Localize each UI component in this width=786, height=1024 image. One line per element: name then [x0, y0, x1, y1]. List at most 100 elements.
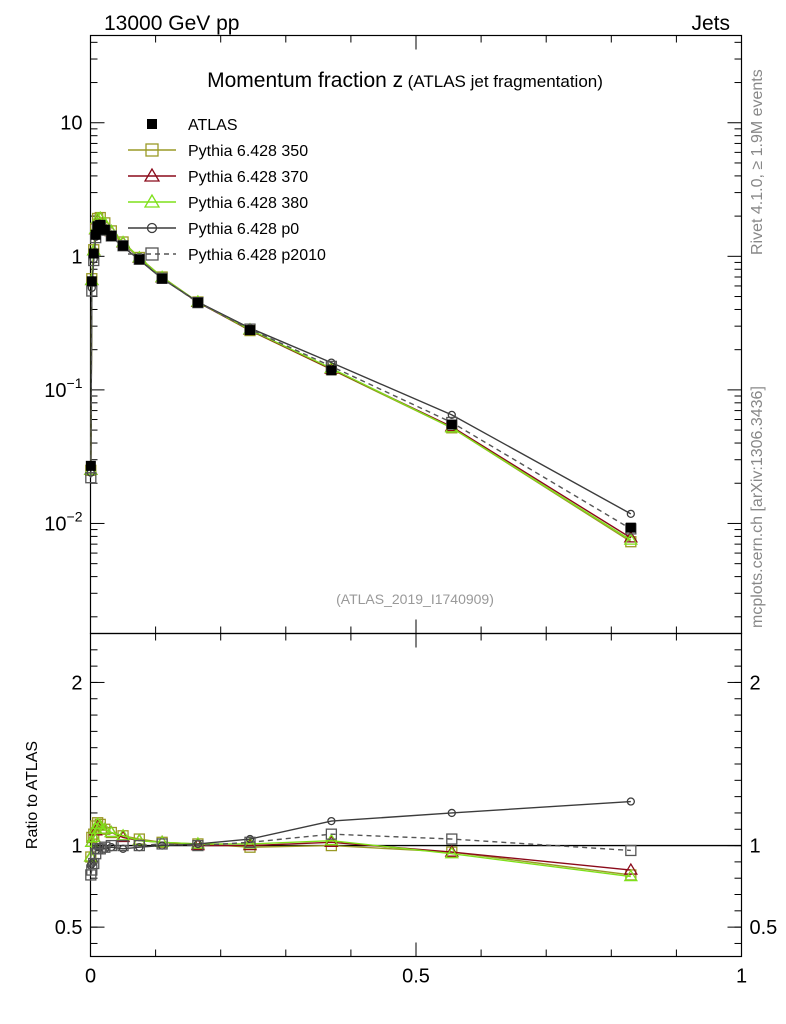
data-point [145, 247, 159, 261]
chart-title-main: Momentum fraction z [207, 69, 403, 92]
data-point [154, 835, 170, 847]
y-tick-label: 10−1 [44, 375, 82, 402]
data-point [104, 825, 119, 838]
data-point [86, 276, 97, 287]
data-point [86, 830, 101, 843]
ratio-tick-label: 0.5 [55, 917, 83, 939]
chart-title: Momentum fraction z (ATLAS jet fragmenta… [207, 69, 603, 92]
data-point [444, 844, 459, 857]
source-reference-label: mcplots.cern.ch [arXiv:1306.3436] [749, 386, 766, 628]
data-point [626, 797, 635, 806]
ratio-tick-label: 2 [71, 672, 82, 694]
y-tick-label: 10−2 [44, 508, 82, 535]
y-tick-label: 1 [71, 246, 82, 268]
data-point [447, 410, 456, 420]
data-point [133, 839, 145, 852]
ratio-pythia-6-428-350 [85, 817, 637, 881]
legend-label: Pythia 6.428 p2010 [188, 247, 326, 264]
data-point [192, 839, 204, 852]
x-tick-label: 1 [736, 966, 747, 988]
data-point [90, 229, 101, 240]
series-group [83, 210, 638, 548]
data-point [143, 167, 161, 182]
series-line [90, 224, 632, 515]
legend: ATLAS Pythia 6.428 350 Pythia 6.428 370 Pyt… [128, 117, 326, 264]
data-point [327, 816, 336, 826]
data-point [625, 522, 636, 533]
data-point [106, 230, 117, 241]
data-point [85, 460, 96, 471]
data-point [86, 864, 98, 876]
data-point [446, 419, 457, 430]
data-point [623, 869, 638, 882]
legend-label: Pythia 6.428 380 [188, 195, 308, 212]
data-point [244, 325, 255, 336]
data-point [623, 862, 638, 875]
axis-ticks: 0 0.5 1 10 1 10−1 10−2 2 2 1 1 0.5 0.5 [44, 35, 778, 988]
data-point [118, 240, 129, 251]
data-point [97, 821, 112, 834]
ratio-line [90, 800, 631, 866]
data-point [134, 254, 145, 265]
x-tick-label: 0.5 [402, 966, 430, 988]
ratio-line [90, 823, 631, 878]
data-point [325, 828, 338, 840]
data-point [90, 817, 105, 830]
data-point [156, 838, 168, 850]
ratio-tick-label-right: 0.5 [750, 917, 778, 939]
data-point [625, 844, 637, 857]
data-point [157, 273, 168, 284]
data-point [444, 846, 459, 859]
data-point [147, 119, 157, 129]
legend-label: Pythia 6.428 370 [188, 169, 308, 186]
process-label: 13000 GeV pp [104, 12, 239, 35]
ratio-series-group [83, 797, 638, 882]
legend-item-pythia-6-428-370: Pythia 6.428 370 [128, 167, 308, 186]
legend-item-atlas: ATLAS [147, 117, 238, 134]
data-point [99, 224, 110, 235]
series-line [90, 217, 632, 541]
data-point [118, 844, 128, 853]
data-point [626, 509, 635, 519]
legend-label: ATLAS [188, 117, 238, 134]
data-point [88, 248, 99, 259]
data-point [105, 839, 117, 852]
legend-item-pythia-6-428-350: Pythia 6.428 350 [128, 143, 308, 160]
data-point [143, 193, 161, 208]
category-label: Jets [691, 12, 730, 35]
data-point [99, 841, 111, 853]
legend-item-pythia-6-428-p0: Pythia 6.428 p0 [128, 221, 299, 238]
ratio-plot-frame [89, 632, 743, 958]
data-point [145, 143, 159, 157]
legend-item-pythia-6-428-p2010: Pythia 6.428 p2010 [128, 247, 326, 264]
rivet-version-label: Rivet 4.1.0, ≥ 1.9M events [749, 69, 766, 255]
chart-title-sub: (ATLAS jet fragmentation) [408, 72, 603, 91]
series-atlas-data [85, 219, 636, 533]
data-point [623, 532, 638, 545]
data-point [244, 836, 256, 848]
ratio-tick-label-right: 1 [750, 836, 761, 858]
ratio-line [90, 821, 631, 876]
legend-label: Pythia 6.428 350 [188, 143, 308, 160]
series-pythia-6-428-p2010 [85, 220, 637, 535]
ratio-axis-label: Ratio to ATLAS [24, 741, 41, 849]
x-tick-label: 0 [85, 966, 96, 988]
series-pythia-6-428-380 [83, 210, 638, 545]
y-tick-label: 10 [60, 113, 82, 135]
data-point [115, 828, 131, 841]
series-pythia-6-428-p0 [86, 221, 635, 519]
data-point [132, 833, 147, 846]
analysis-tag: (ATLAS_2019_I1740909) [336, 591, 494, 607]
data-point [192, 297, 203, 308]
data-point [146, 222, 158, 234]
legend-label: Pythia 6.428 p0 [188, 221, 299, 238]
ratio-pythia-6-428-p2010 [85, 828, 637, 881]
ratio-tick-label: 1 [71, 836, 82, 858]
ratio-pythia-6-428-p0 [86, 797, 635, 870]
data-point [446, 833, 458, 845]
ratio-line [90, 825, 631, 871]
data-point [623, 530, 638, 543]
ratio-line [90, 833, 631, 876]
ratio-tick-label-right: 2 [750, 672, 761, 694]
